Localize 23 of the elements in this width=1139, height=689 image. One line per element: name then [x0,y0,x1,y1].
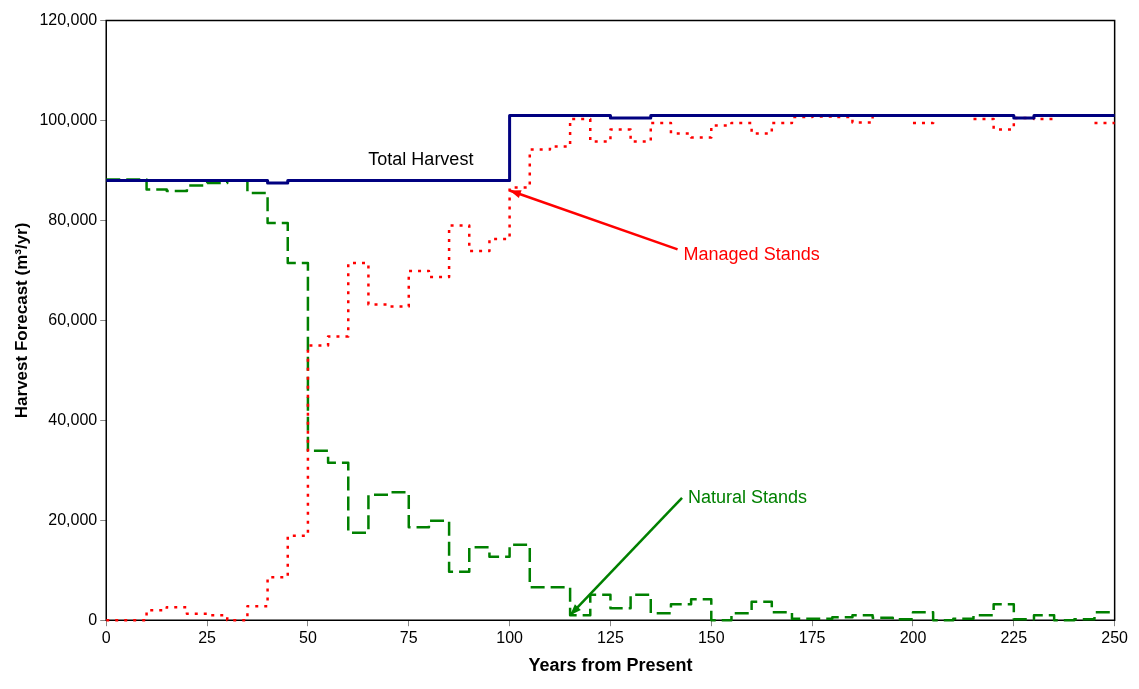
x-tick-label: 225 [1000,629,1028,647]
y-axis-title: Harvest Forecast (m³/yr) [11,222,31,419]
y-tick-label: 0 [88,610,98,628]
y-tick-label: 40,000 [48,410,98,428]
x-tick-label: 25 [198,629,217,647]
x-axis-title: Years from Present [528,655,693,676]
x-tick-label: 125 [597,629,624,647]
text: Natural Stands [688,486,808,507]
y-tick-label: 100,000 [39,110,98,128]
y-tick-label: 20,000 [48,510,98,528]
x-tick-label: 250 [1101,629,1129,647]
x-tick-label: 75 [399,629,418,647]
x-tick-label: 50 [299,629,317,647]
x-tick-label: 200 [899,629,927,647]
y-tick-label: 80,000 [48,210,98,228]
x-tick-label: 175 [798,629,826,647]
x-tick-label: 150 [697,629,725,647]
series-label: Total Harvest [368,149,474,170]
y-tick-label: 120,000 [39,11,98,29]
text: Managed Stands [683,244,820,265]
x-tick-label: 0 [101,629,111,647]
y-tick-label: 60,000 [48,310,98,328]
x-tick-label: 100 [496,629,524,647]
